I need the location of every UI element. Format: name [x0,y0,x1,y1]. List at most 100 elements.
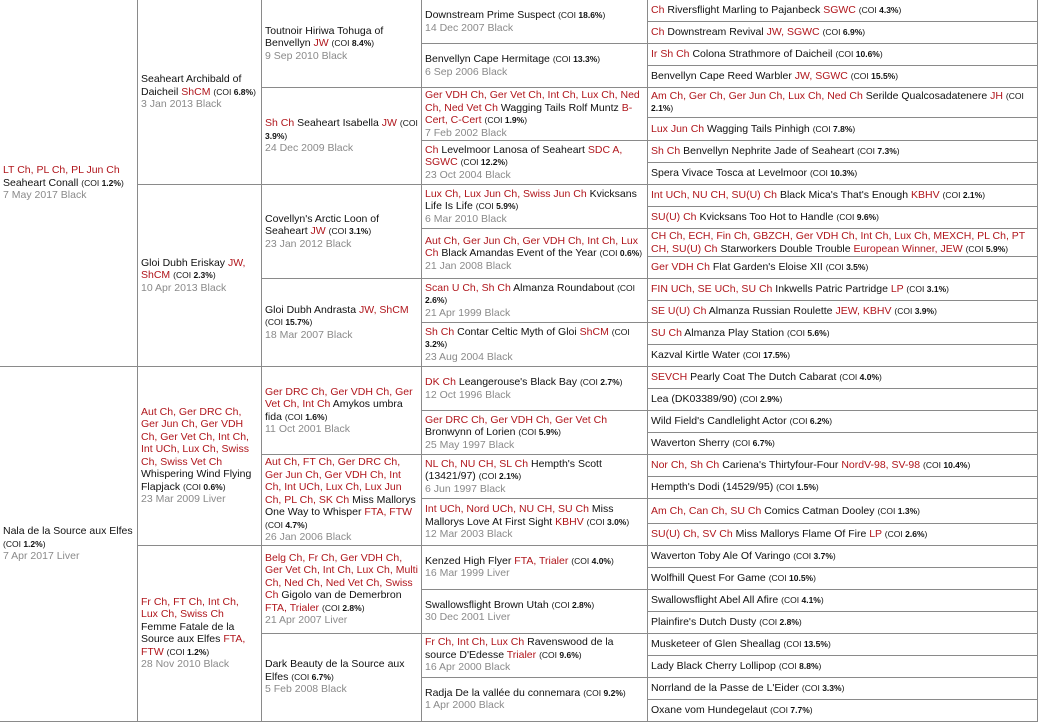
dog-cell-gen3[interactable]: Aut Ch, FT Ch, Ger DRC Ch, Ger Jun Ch, G… [261,454,422,546]
dog-name-link[interactable]: Lady Black Cherry Lollipop [651,659,776,672]
dog-name-link[interactable]: Cariena's Thirtyfour-Four [722,459,839,472]
dog-name-link[interactable]: Flat Garden's Eloise XII [712,261,823,274]
dog-cell-gen2[interactable]: Fr Ch, FT Ch, Int Ch, Lux Ch, Swiss Ch F… [137,544,262,722]
dog-name-link[interactable]: Seaheart Archibald of Daicheil [141,73,242,98]
dog-cell-gen3[interactable]: Ger DRC Ch, Ger VDH Ch, Ger Vet Ch, Int … [261,366,422,455]
dog-cell-gen5[interactable]: FIN UCh, SE UCh, SU Ch Inkwells Patric P… [647,278,1038,301]
dog-cell-gen5[interactable]: Ger VDH Ch Flat Garden's Eloise XII (COI… [647,256,1038,279]
dog-name-link[interactable]: Spera Vivace Tosca at Levelmoor [651,167,808,180]
dog-cell-gen5[interactable]: Hempth's Dodi (14529/95) (COI 1.5%) [647,476,1038,499]
dog-name-link[interactable]: Colona Strathmore of Daicheil [692,48,833,61]
dog-cell-gen4[interactable]: Ger VDH Ch, Ger Vet Ch, Int Ch, Lux Ch, … [421,87,648,141]
dog-name-link[interactable]: Norrland de la Passe de L'Eider [651,681,799,694]
dog-cell-gen4[interactable]: Fr Ch, Int Ch, Lux Ch Ravenswood de la s… [421,632,648,678]
dog-cell-gen4[interactable]: Ger DRC Ch, Ger VDH Ch, Ger Vet Ch Bronw… [421,410,648,455]
dog-name-link[interactable]: Miss Mallorys One Way to Whisper [265,493,416,519]
dog-cell-gen5[interactable]: SU(U) Ch, SV Ch Miss Mallorys Flame Of F… [647,522,1038,546]
dog-name-link[interactable]: Oxane vom Hundegelaut [651,703,768,716]
dog-name-link[interactable]: Kenzed High Flyer [425,554,512,567]
dog-cell-gen4[interactable]: Lux Ch, Lux Jun Ch, Swiss Jun Ch Kvicksa… [421,184,648,229]
dog-name-link[interactable]: Gigolo van de Demerbron [281,589,402,601]
dog-cell-gen5[interactable]: Wild Field's Candlelight Actor (COI 6.2%… [647,410,1038,433]
dog-name-link[interactable]: Almanza Roundabout [513,281,615,294]
dog-cell-gen5[interactable]: Plainfire's Dutch Dusty (COI 2.8%) [647,610,1038,634]
dog-cell-gen5[interactable]: Int UCh, NU CH, SU(U) Ch Black Mica's Th… [647,184,1038,207]
dog-cell-gen5[interactable]: Lea (DK03389/90) (COI 2.9%) [647,388,1038,411]
dog-cell-gen4[interactable]: Kenzed High Flyer FTA, Trialer (COI 4.0%… [421,544,648,590]
dog-cell-gen5[interactable]: Wolfhill Quest For Game (COI 10.5%) [647,566,1038,590]
dog-name-link[interactable]: Gloi Dubh Eriskay [141,256,226,269]
dog-name-link[interactable]: Ravenswood de la source D'Edesse [425,636,614,661]
dog-name-link[interactable]: Nala de la Source aux Elfes [3,525,133,537]
dog-cell-gen3[interactable]: Covellyn's Arctic Loon of Seaheart JW (C… [261,184,422,279]
dog-name-link[interactable]: Hempth's Scott (13421/97) [425,457,602,483]
dog-name-link[interactable]: Musketeer of Glen Sheallag [651,637,781,650]
dog-cell-gen5[interactable]: Oxane vom Hundegelaut (COI 7.7%) [647,698,1038,722]
dog-cell-gen5[interactable]: SEVCH Pearly Coat The Dutch Cabarat (COI… [647,366,1038,389]
dog-name-link[interactable]: Black Mica's That's Enough [779,189,909,202]
dog-name-link[interactable]: Radja De la vallée du connemara [425,686,581,699]
dog-name-link[interactable]: Miss Mallorys Flame Of Fire [735,527,867,540]
dog-name-link[interactable]: Kazval Kirtle Water [651,349,740,362]
dog-cell-gen5[interactable]: Lux Jun Ch Wagging Tails Pinhigh (COI 7.… [647,116,1038,142]
dog-name-link[interactable]: Pearly Coat The Dutch Cabarat [690,371,837,384]
dog-cell-gen4[interactable]: Sh Ch Contar Celtic Myth of Gloi ShCM (C… [421,322,648,367]
dog-name-link[interactable]: Amykos umbra fida [265,398,403,423]
dog-name-link[interactable]: Benvellyn Nephrite Jade of Seaheart [683,145,855,158]
dog-cell-gen5[interactable]: Am Ch, Ger Ch, Ger Jun Ch, Lux Ch, Ned C… [647,87,1038,118]
dog-name-link[interactable]: Lea (DK03389/90) [651,393,737,406]
dog-name-link[interactable]: Almanza Russian Roulette [708,305,833,318]
dog-cell-gen5[interactable]: SU Ch Almanza Play Station (COI 5.6%) [647,322,1038,345]
dog-name-link[interactable]: Downstream Revival [667,26,764,39]
dog-name-link[interactable]: Leangerouse's Black Bay [458,376,578,388]
dog-cell-gen5[interactable]: Spera Vivace Tosca at Levelmoor (COI 10.… [647,162,1038,185]
dog-cell-gen4[interactable]: Ch Levelmoor Lanosa of Seaheart SDC A, S… [421,140,648,185]
dog-cell-gen5[interactable]: CH Ch, ECH, Fin Ch, GBZCH, Ger VDH Ch, I… [647,228,1038,257]
dog-cell-gen5[interactable]: Swallowsflight Abel All Afire (COI 4.1%) [647,588,1038,612]
dog-name-link[interactable]: Kvicksans Too Hot to Handle [699,211,834,224]
dog-cell-gen5[interactable]: Waverton Sherry (COI 6.7%) [647,432,1038,455]
dog-name-link[interactable]: Gloi Dubh Andrasta [265,303,357,316]
dog-cell-gen5[interactable]: Musketeer of Glen Sheallag (COI 13.5%) [647,632,1038,656]
dog-cell-gen5[interactable]: Lady Black Cherry Lollipop (COI 8.8%) [647,654,1038,678]
dog-name-link[interactable]: Bronwynn of Lorien [425,426,516,439]
dog-cell-gen5[interactable]: Benvellyn Cape Reed Warbler JW, SGWC (CO… [647,65,1038,88]
dog-cell-gen5[interactable]: Ir Sh Ch Colona Strathmore of Daicheil (… [647,43,1038,66]
dog-cell-gen3[interactable]: Toutnoir Hiriwa Tohuga of Benvellyn JW (… [261,0,422,88]
dog-cell-gen5[interactable]: Norrland de la Passe de L'Eider (COI 3.3… [647,676,1038,700]
dog-cell-gen4[interactable]: Radja De la vallée du connemara (COI 9.2… [421,676,648,722]
dog-name-link[interactable]: Black Amandas Event of the Year [441,247,597,260]
dog-name-link[interactable]: Waverton Toby Ale Of Varingo [651,549,791,562]
dog-cell-gen5[interactable]: Ch Riversflight Marling to Pajanbeck SGW… [647,0,1038,22]
dog-name-link[interactable]: Whispering Wind Flying Flapjack [141,468,252,493]
dog-name-link[interactable]: Riversflight Marling to Pajanbeck [667,4,821,17]
dog-cell-gen4[interactable]: Scan U Ch, Sh Ch Almanza Roundabout (COI… [421,278,648,323]
dog-cell-gen5[interactable]: Waverton Toby Ale Of Varingo (COI 3.7%) [647,544,1038,568]
dog-name-link[interactable]: Kvicksans Life Is Life [425,187,637,213]
dog-name-link[interactable]: Comics Catman Dooley [764,504,875,517]
dog-name-link[interactable]: Serilde Qualcosadatenere [865,89,988,102]
dog-name-link[interactable]: Plainfire's Dutch Dusty [651,615,757,628]
dog-cell-gen2[interactable]: Aut Ch, Ger DRC Ch, Ger Jun Ch, Ger VDH … [137,366,262,546]
dog-name-link[interactable]: Swallowsflight Abel All Afire [651,593,779,606]
dog-cell-gen4[interactable]: Aut Ch, Ger Jun Ch, Ger VDH Ch, Int Ch, … [421,228,648,279]
dog-name-link[interactable]: Wagging Tails Pinhigh [707,122,810,135]
dog-name-link[interactable]: Downstream Prime Suspect [425,9,556,21]
dog-name-link[interactable]: Seaheart Isabella [297,117,379,130]
dog-cell-gen5[interactable]: SU(U) Ch Kvicksans Too Hot to Handle (CO… [647,206,1038,229]
dog-name-link[interactable]: Femme Fatale de la Source aux Elfes [141,620,235,646]
dog-name-link[interactable]: Contar Celtic Myth of Gloi [457,325,577,338]
dog-cell-gen3[interactable]: Dark Beauty de la Source aux Elfes (COI … [261,632,422,722]
dog-cell-gen3[interactable]: Belg Ch, Fr Ch, Ger VDH Ch, Ger Vet Ch, … [261,544,422,634]
dog-name-link[interactable]: Covellyn's Arctic Loon of Seaheart [265,212,380,238]
dog-cell-gen4[interactable]: Swallowsflight Brown Utah (COI 2.8%) 30 D… [421,588,648,634]
dog-cell-gen5[interactable]: Kazval Kirtle Water (COI 17.5%) [647,344,1038,367]
dog-name-link[interactable]: Dark Beauty de la Source aux Elfes [265,658,405,683]
dog-name-link[interactable]: Swallowsflight Brown Utah [425,598,549,611]
dog-cell-gen3[interactable]: Gloi Dubh Andrasta JW, ShCM (COI 15.7%) 1… [261,278,422,367]
dog-cell-gen3[interactable]: Sh Ch Seaheart Isabella JW (COI 3.9%) 24 … [261,87,422,185]
dog-cell-gen5[interactable]: Sh Ch Benvellyn Nephrite Jade of Seahear… [647,140,1038,163]
dog-name-link[interactable]: Hempth's Dodi (14529/95) [651,481,774,494]
dog-name-link[interactable]: Wild Field's Candlelight Actor [651,415,787,428]
dog-cell-gen5[interactable]: Nor Ch, Sh Ch Cariena's Thirtyfour-Four … [647,454,1038,477]
